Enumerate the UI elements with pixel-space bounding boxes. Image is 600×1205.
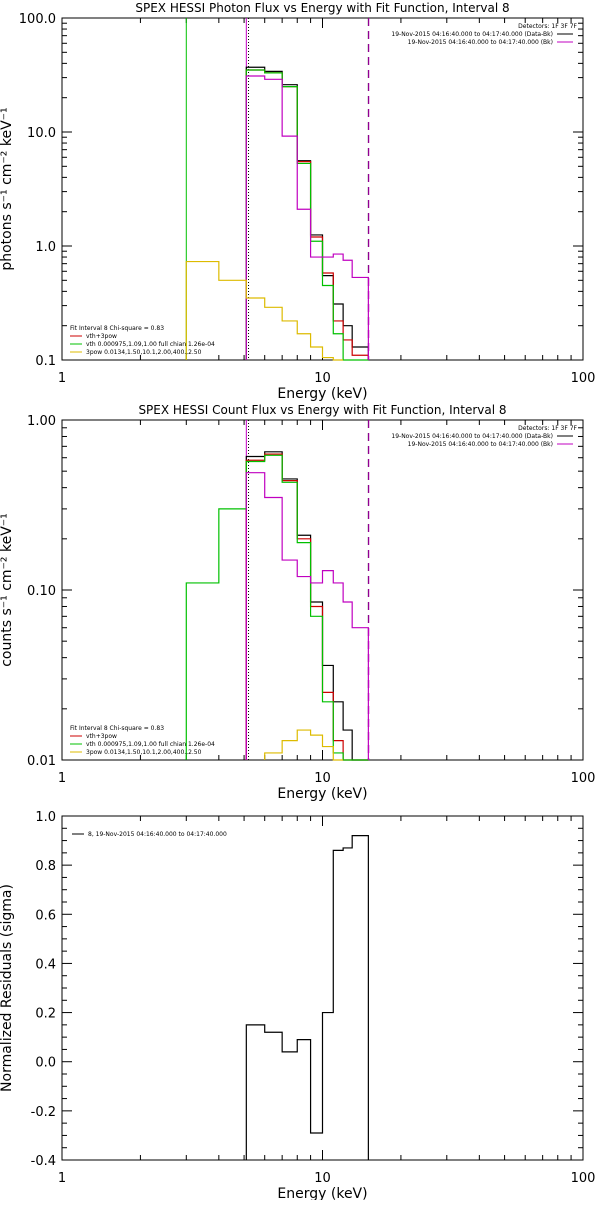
legend-entry: 3pow 0.0134,1.50,10.1,2.00,400.,2.50 (86, 749, 202, 756)
x-tick-label: 10 (314, 771, 331, 786)
x-tick-label: 100 (571, 771, 596, 786)
panel-2: 1 10 100 0.01 0.10 1.00 SPEX HESSI Count Flux … (0, 403, 595, 802)
x-tick-label: 1 (58, 1171, 66, 1186)
x-tick-label: 100 (571, 371, 596, 386)
legend-entry: 19-Nov-2015 04:16:40.000 to 04:17:40.000… (391, 31, 553, 38)
y-tick-label: 0.1 (35, 354, 56, 369)
x-axis-label: Energy (keV) (277, 386, 367, 402)
y-tick-label: -0.4 (31, 1154, 56, 1169)
y-axis-label: Normalized Residuals (sigma) (0, 884, 15, 1092)
legend-entry: vth 0.000975,1.09,1.00 full chian 1.26e-… (86, 341, 215, 348)
y-tick-label: 1.00 (27, 414, 56, 429)
legend-entry: Fit Interval 8 Chi-square = 0.83 (70, 725, 164, 732)
legend-entry: vth+3pow (86, 333, 117, 340)
series-line (245, 66, 369, 360)
legend-entry: Fit Interval 8 Chi-square = 0.83 (70, 325, 164, 332)
legend-entry: vth 0.000975,1.09,1.00 full chian 1.26e-… (86, 741, 215, 748)
series-line (245, 75, 369, 360)
x-axis-label: Energy (keV) (277, 1186, 367, 1200)
legend-entry: 19-Nov-2015 04:16:40.000 to 04:17:40.000… (391, 433, 553, 440)
series-line (185, 260, 344, 361)
legend-entry: Detectors: 1F 3F 7F (518, 425, 577, 432)
legend-entry: 19-Nov-2015 04:16:40.000 to 04:17:40.000… (408, 441, 553, 448)
series-line (264, 729, 344, 761)
x-tick-label: 1 (58, 771, 66, 786)
series-line (245, 69, 369, 361)
series-line (245, 472, 369, 760)
y-tick-label: -0.2 (31, 1105, 56, 1120)
y-tick-label: 100.0 (19, 12, 56, 27)
legend-entry: Detectors: 1F 3F 7F (518, 23, 577, 30)
y-tick-label: 0.2 (35, 1007, 56, 1022)
y-tick-label: 0.4 (35, 957, 56, 972)
y-tick-label: 0.10 (27, 584, 56, 599)
x-tick-label: 10 (314, 1171, 331, 1186)
series-line (245, 835, 369, 1160)
panel-1: 1 10 100 0.1 1.0 10.0 100.0 SPEX HESSI Photon F… (0, 1, 595, 402)
x-tick-label: 100 (571, 1171, 596, 1186)
plot-title: SPEX HESSI Count Flux vs Energy with Fit… (138, 403, 506, 417)
y-tick-label: 0.01 (27, 754, 56, 769)
x-tick-label: 10 (314, 371, 331, 386)
x-tick-label: 1 (58, 371, 66, 386)
y-tick-label: 10.0 (27, 126, 56, 141)
legend-entry: 8, 19-Nov-2015 04:16:40.000 to 04:17:40.… (88, 831, 227, 838)
y-tick-label: 1.0 (35, 810, 56, 825)
plot-title: SPEX HESSI Photon Flux vs Energy with Fi… (135, 1, 509, 15)
legend-entry: 19-Nov-2015 04:16:40.000 to 04:17:40.000… (408, 39, 553, 46)
y-tick-label: 0.0 (35, 1056, 56, 1071)
panel-3: 1 10 100 -0.4 -0.2 0.0 0.2 0.4 0.6 0.8 1.0 Energy (… (0, 810, 596, 1202)
y-tick-label: 0.8 (35, 859, 56, 874)
y-tick-label: 0.6 (35, 908, 56, 923)
legend-entry: vth+3pow (86, 733, 117, 740)
y-axis-label: photons s⁻¹ cm⁻² keV⁻¹ (0, 107, 15, 270)
x-axis-label: Energy (keV) (277, 786, 367, 802)
y-axis-label: counts s⁻¹ cm⁻² keV⁻¹ (0, 513, 15, 667)
y-tick-label: 1.0 (35, 240, 56, 255)
legend-entry: 3pow 0.0134,1.50,10.1,2.00,400.,2.50 (86, 349, 202, 356)
series-line (185, 454, 369, 761)
